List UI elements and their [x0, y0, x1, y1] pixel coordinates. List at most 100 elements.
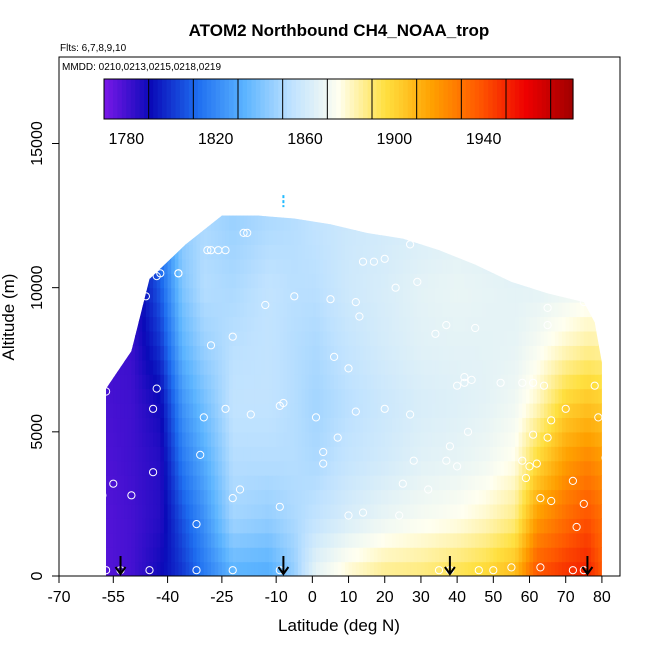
heatmap-cell [250, 518, 256, 534]
colorbar-segment [425, 79, 431, 119]
heatmap-cell [471, 273, 476, 289]
heatmap-cell [272, 215, 277, 231]
heatmap-cell [391, 273, 397, 289]
heatmap-cell [373, 302, 379, 318]
heatmap-cell [290, 532, 295, 548]
heatmap-cell [196, 374, 201, 390]
y-tick-label: 0 [29, 571, 46, 580]
heatmap-cell [99, 518, 103, 533]
heatmap-cell [109, 417, 114, 433]
heatmap-cell [203, 561, 208, 576]
heatmap-cell [449, 547, 455, 563]
heatmap-cell [507, 345, 513, 361]
heatmap-cell [120, 388, 125, 404]
heatmap-cell [395, 316, 400, 332]
heatmap-cell [272, 345, 277, 361]
heatmap-cell [106, 388, 111, 404]
heatmap-cell [211, 330, 216, 346]
heatmap-cell [554, 273, 560, 289]
heatmap-cell [225, 460, 230, 476]
heatmap-cell [182, 446, 187, 462]
heatmap-cell [131, 388, 136, 404]
colorbar-segment [255, 79, 261, 119]
observation-point [579, 499, 588, 508]
heatmap-cell [417, 460, 422, 476]
heatmap-cell [138, 345, 143, 361]
heatmap-cell [348, 374, 353, 390]
heatmap-cell [283, 287, 288, 303]
heatmap-cell [211, 345, 216, 361]
heatmap-cell [543, 230, 549, 246]
heatmap-cell [366, 316, 371, 332]
heatmap-cell [225, 446, 230, 462]
heatmap-cell [319, 302, 324, 318]
heatmap-cell [529, 302, 534, 318]
heatmap-cell [294, 273, 299, 289]
heatmap-cell [207, 374, 212, 390]
heatmap-cell [598, 417, 602, 433]
heatmap-cell [482, 302, 487, 318]
heatmap-cell [413, 518, 418, 534]
heatmap-cell [467, 230, 473, 246]
heatmap-cell [243, 561, 248, 576]
heatmap-cell [359, 244, 364, 260]
heatmap-cell [214, 330, 219, 346]
heatmap-cell [565, 431, 570, 447]
heatmap-cell [225, 547, 230, 563]
heatmap-cell [580, 388, 585, 404]
heatmap-cell [127, 446, 132, 462]
heatmap-cell [203, 431, 208, 447]
observation-point [102, 566, 111, 575]
heatmap-cell [504, 518, 509, 534]
heatmap-cell [258, 417, 263, 433]
heatmap-cell [399, 258, 404, 274]
heatmap-cell [294, 561, 299, 576]
heatmap-cell [203, 489, 208, 505]
heatmap-cell [308, 244, 313, 260]
heatmap-cell [511, 230, 516, 246]
heatmap-cell [428, 287, 433, 303]
heatmap-cell [395, 215, 400, 231]
heatmap-cell [334, 215, 339, 231]
heatmap-cell [297, 403, 303, 419]
heatmap-cell [402, 532, 408, 548]
heatmap-cell [315, 388, 321, 404]
heatmap-cell [232, 374, 237, 390]
heatmap-cell [402, 287, 408, 303]
heatmap-cell [236, 316, 241, 332]
heatmap-cell [272, 403, 277, 419]
heatmap-cell [167, 316, 172, 332]
heatmap-cell [196, 316, 201, 332]
heatmap-cell [493, 446, 498, 462]
heatmap-cell [334, 302, 339, 318]
heatmap-cell [486, 258, 491, 274]
heatmap-cell [276, 244, 281, 260]
heatmap-cell [562, 403, 567, 419]
heatmap-cell [127, 532, 132, 548]
heatmap-cell [543, 215, 549, 231]
heatmap-cell [565, 359, 570, 375]
heatmap-cell [229, 330, 234, 346]
colorbar-segment [309, 79, 315, 119]
heatmap-cell [131, 230, 136, 246]
heatmap-cell [522, 518, 527, 534]
x-tick-label: 10 [340, 589, 358, 606]
heatmap-cell [135, 359, 140, 375]
heatmap-cell [229, 532, 234, 548]
heatmap-cell [243, 230, 248, 246]
heatmap-cell [312, 475, 317, 491]
colorbar-segment [144, 79, 150, 119]
colorbar-segment [220, 79, 226, 119]
observation-point [206, 341, 216, 350]
heatmap-cell [106, 518, 111, 534]
heatmap-cell [163, 547, 169, 563]
heatmap-cell [594, 215, 599, 231]
observation-point [489, 566, 498, 575]
heatmap-cell [504, 446, 509, 462]
heatmap-cell [218, 503, 223, 519]
heatmap-cell [211, 316, 216, 332]
colorbar-segment [412, 79, 418, 119]
heatmap-cell [337, 302, 342, 318]
heatmap-cell [486, 287, 491, 303]
heatmap-cell [507, 532, 513, 548]
